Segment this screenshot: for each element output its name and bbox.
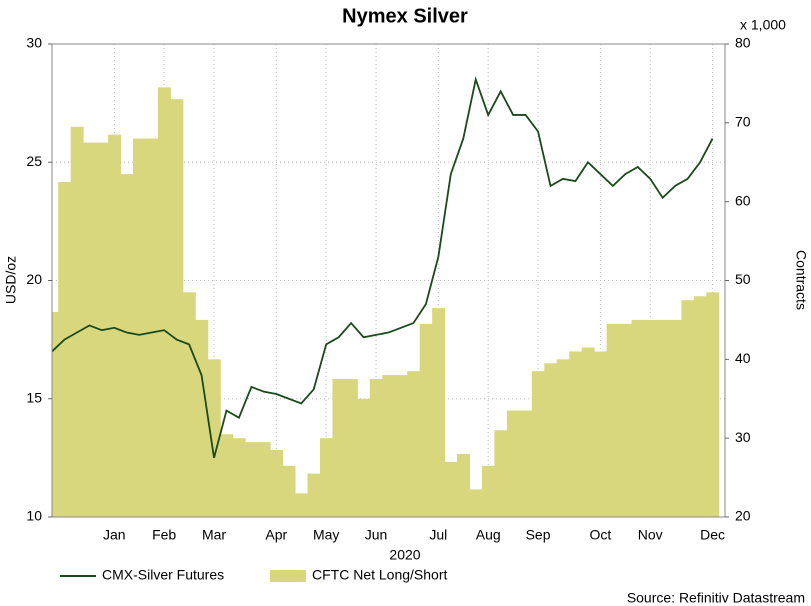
area-bar	[569, 351, 583, 517]
area-bar	[556, 359, 570, 517]
area-bar	[407, 371, 421, 517]
area-bar	[444, 461, 458, 517]
y2-tick-label: 80	[735, 35, 751, 51]
area-bar	[170, 99, 184, 517]
y-tick-label: 30	[26, 35, 42, 51]
area-bar	[182, 292, 196, 517]
area-bar	[419, 323, 433, 517]
area-bar	[519, 410, 533, 517]
area-bar	[120, 174, 134, 517]
y-tick-label: 25	[26, 153, 42, 169]
area-bar	[432, 308, 446, 517]
area-bar	[295, 493, 308, 517]
x-tick-label: Jan	[103, 527, 126, 543]
area-bar	[344, 379, 358, 517]
area-bar	[693, 296, 707, 517]
x-tick-label: May	[313, 527, 339, 543]
area-bar	[357, 398, 371, 517]
y2-tick-label: 30	[735, 429, 751, 445]
y-tick-label: 15	[26, 389, 42, 405]
area-bar	[394, 375, 408, 517]
y2-tick-label: 40	[735, 350, 751, 366]
legend-label: CFTC Net Long/Short	[312, 567, 447, 583]
area-bar	[494, 430, 508, 517]
y-axis-label: USD/oz	[3, 256, 19, 304]
y2-axis-label: Contracts	[793, 250, 809, 310]
y-tick-label: 20	[26, 271, 42, 287]
area-bar	[332, 379, 346, 517]
area-bar	[207, 359, 221, 517]
area-bar	[668, 319, 682, 517]
area-bar	[282, 465, 296, 517]
area-bar	[270, 449, 284, 517]
area-bar	[457, 453, 471, 517]
x-tick-label: Jul	[429, 527, 447, 543]
area-bar	[245, 442, 259, 517]
y2-tick-label: 60	[735, 192, 751, 208]
x-tick-label: Nov	[638, 527, 663, 543]
area-bar	[52, 312, 59, 517]
area-bar	[643, 319, 657, 517]
source-note: Source: Refinitiv Datastream	[627, 590, 805, 606]
area-bar	[594, 351, 608, 517]
price-line	[51, 76, 714, 459]
area-bar	[681, 300, 695, 517]
area-bar	[108, 134, 122, 518]
area-bar	[145, 138, 159, 517]
x-tick-label: Feb	[152, 527, 176, 543]
area-bar	[706, 292, 720, 517]
area-bar	[619, 323, 633, 517]
x-tick-label: Apr	[265, 527, 287, 543]
area-bar	[531, 371, 545, 517]
x-tick-label: Sep	[526, 527, 551, 543]
x-tick-label: Mar	[202, 527, 226, 543]
area-bar	[307, 473, 321, 517]
area-bar	[382, 375, 396, 517]
x-tick-label: Oct	[589, 527, 611, 543]
legend-swatch	[270, 570, 306, 582]
area-bar	[58, 181, 72, 518]
y2-tick-label: 20	[735, 508, 751, 524]
y-tick-label: 10	[26, 508, 42, 524]
area-bar	[195, 319, 209, 517]
plot-layer	[51, 43, 725, 518]
y2-tick-label: 50	[735, 271, 751, 287]
area-bar	[631, 319, 645, 517]
x-tick-label: Aug	[476, 527, 501, 543]
area-bar	[157, 87, 171, 517]
area-bar	[469, 489, 483, 517]
area-bar	[220, 434, 234, 517]
area-bar	[257, 442, 271, 517]
area-bar	[369, 379, 383, 517]
area-bar	[70, 126, 84, 518]
area-bar	[481, 465, 495, 517]
x-tick-label: Jun	[365, 527, 388, 543]
area-bar	[581, 347, 595, 517]
area-bar	[83, 142, 97, 517]
area-bar	[232, 438, 246, 517]
area-bar	[656, 319, 670, 517]
y2-unit: x 1,000	[740, 17, 786, 33]
area-bar	[319, 438, 333, 517]
area-bar	[606, 323, 620, 517]
area-bar	[544, 363, 558, 517]
x-tick-label: Dec	[700, 527, 725, 543]
area-bar	[506, 410, 520, 517]
chart-title: Nymex Silver	[342, 5, 468, 27]
y2-tick-label: 70	[735, 114, 751, 130]
area-bar	[133, 138, 146, 517]
legend-label: CMX-Silver Futures	[102, 567, 224, 583]
x-axis-label: 2020	[389, 547, 420, 563]
